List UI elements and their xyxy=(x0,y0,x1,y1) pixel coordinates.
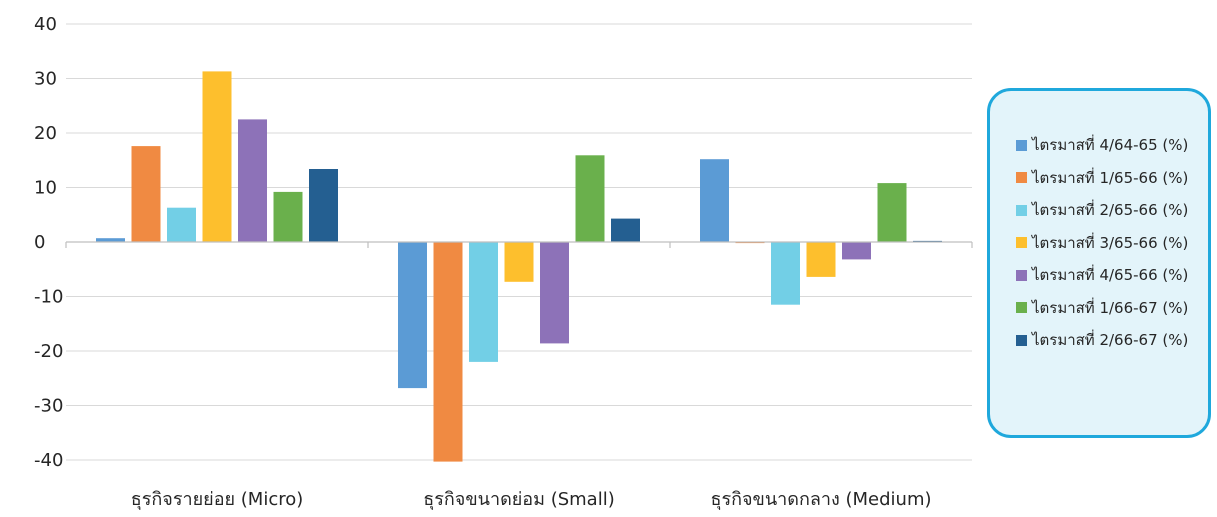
legend-item: ไตรมาสที่ 2/66-67 (%) xyxy=(1016,324,1188,357)
legend-label: ไตรมาสที่ 2/65-66 (%) xyxy=(1032,201,1189,220)
legend-item: ไตรมาสที่ 4/65-66 (%) xyxy=(1016,259,1188,292)
bar xyxy=(309,169,338,242)
legend-swatch xyxy=(1016,172,1027,184)
legend: ไตรมาสที่ 4/64-65 (%) ไตรมาสที่ 1/65-66 (… xyxy=(987,88,1211,438)
legend-label: ไตรมาสที่ 1/66-67 (%) xyxy=(1032,298,1189,317)
bar xyxy=(540,242,569,344)
legend-item: ไตรมาสที่ 1/65-66 (%) xyxy=(1016,162,1188,195)
bar xyxy=(238,119,267,242)
bars xyxy=(96,71,942,462)
y-tick-label: 10 xyxy=(34,178,57,199)
x-category-label: ธุรกิจรายย่อย (Micro) xyxy=(131,489,304,510)
bar xyxy=(842,242,871,260)
bar xyxy=(575,155,605,242)
y-tick-label: -30 xyxy=(34,396,63,417)
bar xyxy=(433,242,463,462)
legend-label: ไตรมาสที่ 4/65-66 (%) xyxy=(1032,266,1189,285)
x-axis-category-labels: ธุรกิจรายย่อย (Micro) ธุรกิจขนาดย่อม (Sma… xyxy=(131,489,932,510)
bar xyxy=(398,242,427,389)
bar xyxy=(469,242,498,362)
legend-swatch xyxy=(1016,139,1027,151)
y-tick-label: 30 xyxy=(34,69,57,90)
legend-swatch xyxy=(1016,204,1027,216)
legend-swatch xyxy=(1016,237,1027,249)
bar xyxy=(806,242,836,277)
bar xyxy=(273,191,303,242)
legend-swatch xyxy=(1016,302,1027,314)
bar xyxy=(202,71,232,243)
legend-item: ไตรมาสที่ 1/66-67 (%) xyxy=(1016,292,1188,325)
x-category-label: ธุรกิจขนาดย่อม (Small) xyxy=(423,489,615,510)
legend-label: ไตรมาสที่ 4/64-65 (%) xyxy=(1032,136,1189,155)
bar xyxy=(700,159,729,242)
legend-swatch xyxy=(1016,334,1027,346)
bar xyxy=(611,218,640,242)
bar xyxy=(96,238,125,242)
y-axis-tick-labels: -40 -30 -20 -10 0 10 20 30 40 xyxy=(34,14,63,471)
legend-item: ไตรมาสที่ 3/65-66 (%) xyxy=(1016,227,1188,260)
legend-label: ไตรมาสที่ 2/66-67 (%) xyxy=(1032,331,1189,350)
bar xyxy=(504,242,534,282)
bar xyxy=(167,207,196,242)
bar xyxy=(131,146,161,242)
legend-item: ไตรมาสที่ 4/64-65 (%) xyxy=(1016,129,1188,162)
legend-swatch xyxy=(1016,269,1027,281)
x-category-label: ธุรกิจขนาดกลาง (Medium) xyxy=(710,489,931,510)
y-tick-label: -20 xyxy=(34,341,63,362)
legend-label: ไตรมาสที่ 3/65-66 (%) xyxy=(1032,233,1189,252)
y-tick-label: 0 xyxy=(34,232,45,253)
x-axis xyxy=(65,241,973,248)
y-tick-label: 20 xyxy=(34,123,57,144)
legend-item: ไตรมาสที่ 2/65-66 (%) xyxy=(1016,194,1188,227)
y-tick-label: 40 xyxy=(34,14,57,35)
bar xyxy=(877,183,907,242)
y-tick-label: -10 xyxy=(34,287,63,308)
legend-label: ไตรมาสที่ 1/65-66 (%) xyxy=(1032,168,1189,187)
bar xyxy=(771,242,800,305)
legend-list: ไตรมาสที่ 4/64-65 (%) ไตรมาสที่ 1/65-66 (… xyxy=(1016,129,1188,357)
y-tick-label: -40 xyxy=(34,450,63,471)
